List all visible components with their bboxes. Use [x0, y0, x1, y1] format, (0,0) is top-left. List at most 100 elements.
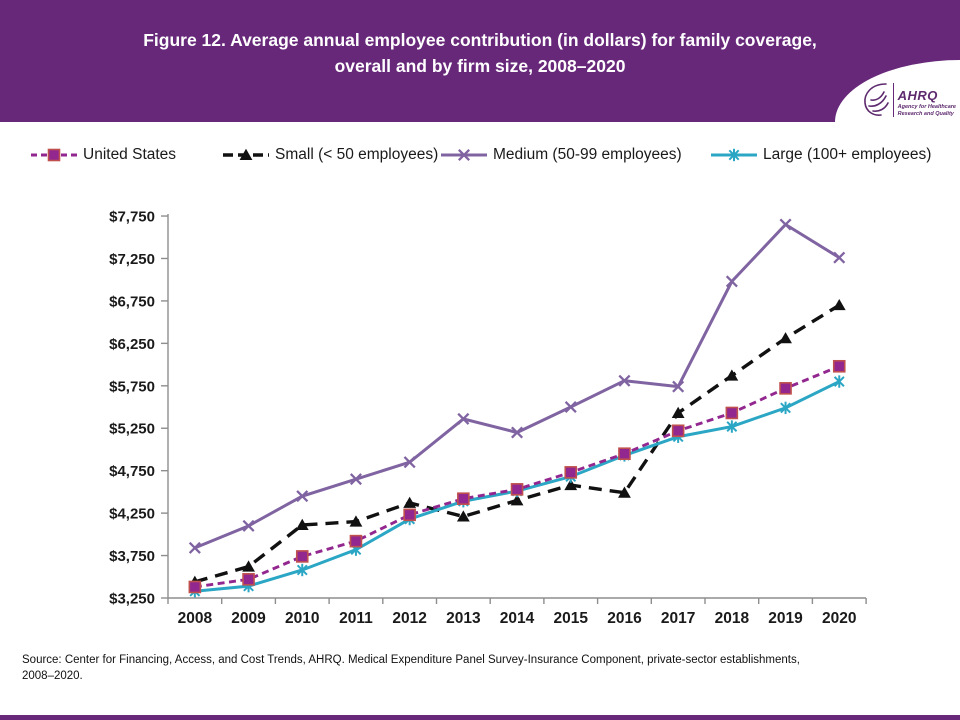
marker-asterisk [726, 420, 738, 433]
ahrq-tagline-line2: Research and Quality [897, 111, 954, 118]
x-tick-label: 2017 [661, 610, 695, 627]
marker-asterisk [296, 563, 308, 577]
marker-triangle [779, 332, 792, 344]
marker-triangle [618, 486, 631, 498]
marker-triangle [725, 369, 739, 381]
marker-square [618, 447, 631, 461]
marker-square [832, 359, 846, 373]
y-tick-label: $7,750 [109, 209, 155, 226]
x-tick-label: 2016 [607, 610, 642, 627]
marker-x [672, 380, 685, 393]
marker-x [349, 473, 362, 486]
legend-label: Medium (50-99 employees) [493, 146, 682, 163]
y-tick-label: $5,750 [109, 378, 155, 395]
marker-triangle [403, 496, 417, 508]
marker-triangle [242, 560, 255, 572]
line-chart: $3,250 $3,750 $4,250 $4,750 $5,250 $5,750 $6,2… [109, 209, 867, 627]
legend-swatch-small-50-employees-icon [223, 148, 269, 160]
series-united-states [188, 359, 846, 594]
y-tick-label: $3,750 [109, 548, 155, 565]
source-note-line2: 2008–2020. [22, 670, 83, 683]
source-note: Source: Center for Financing, Access, an… [22, 652, 892, 684]
x-tick-label: 2018 [715, 610, 750, 627]
footer-bar [0, 715, 960, 720]
legend-swatch-united-states-icon [31, 148, 77, 162]
marker-x [833, 251, 846, 264]
y-tick-label: $4,750 [109, 463, 155, 480]
x-tick-label: 2019 [768, 610, 803, 627]
y-tick-label: $3,250 [109, 591, 155, 608]
marker-square [295, 550, 309, 563]
legend-label: Large (100+ employees) [763, 146, 932, 163]
page-title: Figure 12. Average annual employee contr… [143, 30, 817, 77]
x-tick-label: 2009 [231, 610, 266, 627]
y-tick-label: $7,250 [109, 251, 155, 268]
series-small-50-employees [188, 298, 846, 587]
x-tick-label: 2010 [285, 610, 319, 627]
legend-swatch-large-100-employees-icon [711, 148, 757, 162]
legend-item-medium-50-99-employees: Medium (50-99 employees) [440, 146, 682, 164]
ahrq-tagline-line1: Agency for Healthcare [897, 104, 956, 111]
y-tick-label: $4,250 [109, 506, 155, 523]
x-tick-label: 2020 [822, 610, 856, 627]
ahrq-wordmark: AHRQ [897, 88, 938, 104]
marker-x [725, 275, 738, 288]
marker-x [403, 456, 416, 469]
series-line-small-50-employees [194, 303, 841, 584]
y-tick-label: $5,250 [109, 421, 155, 438]
marker-square [725, 406, 739, 420]
marker-square [47, 148, 61, 162]
marker-triangle [349, 515, 363, 527]
legend-label: United States [83, 146, 177, 163]
marker-x [242, 519, 255, 532]
y-tick-label: $6,250 [109, 336, 155, 353]
marker-square [403, 508, 416, 522]
marker-x [188, 541, 201, 554]
x-tick-label: 2012 [392, 610, 426, 627]
x-tick-label: 2015 [554, 610, 589, 627]
marker-triangle [832, 298, 846, 311]
legend-swatch-medium-50-99-employees-icon [441, 148, 487, 162]
marker-triangle [510, 494, 524, 506]
marker-triangle [564, 478, 578, 491]
marker-square [564, 466, 578, 479]
marker-square [510, 483, 524, 496]
legend-label: Small (< 50 employees) [275, 146, 439, 163]
y-tick-label: $6,750 [109, 293, 155, 310]
series-medium-50-99-employees [188, 218, 846, 554]
marker-x [457, 412, 470, 425]
marker-triangle [239, 148, 253, 160]
marker-x [779, 218, 792, 231]
marker-square [349, 534, 363, 548]
ahrq-logo: AHRQ Agency for Healthcare Research and … [835, 60, 960, 122]
x-tick-label: 2008 [178, 610, 213, 627]
marker-square [242, 573, 255, 586]
marker-asterisk [728, 148, 740, 162]
marker-triangle [456, 510, 470, 522]
marker-square [779, 382, 792, 395]
chart-legend: United States Small (< 50 employees) Mediu… [0, 140, 960, 176]
marker-x [564, 401, 577, 414]
marker-square [457, 492, 470, 505]
header-banner: Figure 12. Average annual employee contr… [0, 0, 960, 122]
marker-x [511, 426, 524, 439]
logo-divider [892, 83, 894, 117]
marker-x [457, 148, 471, 162]
x-tick-label: 2014 [500, 610, 535, 627]
marker-x [618, 374, 631, 387]
legend-item-united-states: United States [30, 146, 176, 164]
marker-asterisk [833, 375, 845, 388]
legend-item-large-100-employees: Large (100+ employees) [710, 146, 931, 164]
hhs-eagle-icon [863, 83, 889, 116]
x-tick-label: 2011 [339, 610, 373, 627]
marker-triangle [671, 406, 685, 418]
marker-x [296, 490, 309, 503]
x-tick-label: 2013 [446, 610, 481, 627]
marker-triangle [295, 518, 309, 531]
legend-item-small-50-employees: Small (< 50 employees) [222, 146, 438, 164]
marker-square [188, 580, 202, 594]
marker-asterisk [780, 401, 791, 415]
series-line-united-states [194, 364, 840, 589]
source-note-line1: Source: Center for Financing, Access, an… [22, 654, 800, 666]
marker-square [671, 424, 685, 438]
